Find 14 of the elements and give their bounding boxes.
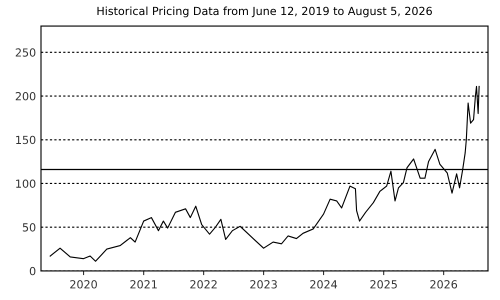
y-tick-label: 200 [16, 92, 36, 100]
y-tick-label: 50 [22, 223, 36, 232]
x-tick-label: 2024 [310, 280, 338, 289]
y-tick-label: 150 [16, 136, 36, 144]
y-tick-label: 0 [30, 266, 36, 276]
chart-title: Historical Pricing Data from June 12, 2019 to August 5, 2026 [97, 6, 432, 18]
x-tick-label: 2020 [70, 280, 97, 289]
x-tick-label: 2021 [130, 280, 157, 289]
x-tick-label: 2022 [190, 280, 217, 289]
x-tick-label: 2023 [250, 280, 277, 289]
x-tick-label: 2025 [370, 280, 397, 289]
y-tick-label: 100 [16, 179, 36, 188]
x-tick-label: 2026 [430, 280, 458, 289]
y-tick-label: 250 [16, 48, 36, 57]
